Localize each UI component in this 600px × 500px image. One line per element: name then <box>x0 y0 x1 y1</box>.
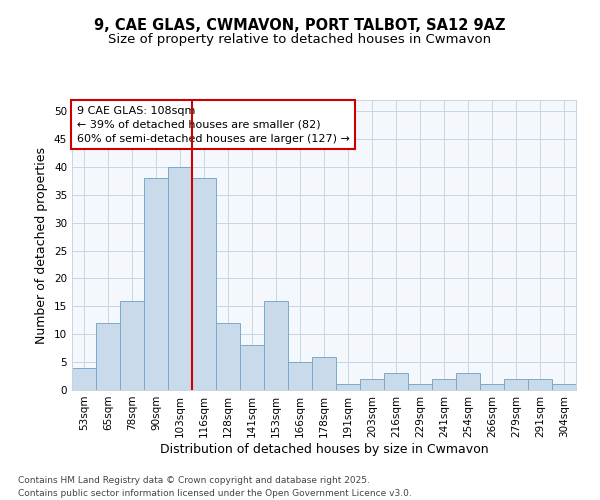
Bar <box>288 362 312 390</box>
Bar <box>408 384 432 390</box>
Text: 9, CAE GLAS, CWMAVON, PORT TALBOT, SA12 9AZ: 9, CAE GLAS, CWMAVON, PORT TALBOT, SA12 … <box>94 18 506 32</box>
Bar <box>72 368 96 390</box>
Bar <box>384 374 408 390</box>
Bar <box>312 356 336 390</box>
Text: Contains HM Land Registry data © Crown copyright and database right 2025.
Contai: Contains HM Land Registry data © Crown c… <box>18 476 412 498</box>
Bar <box>552 384 576 390</box>
Text: Size of property relative to detached houses in Cwmavon: Size of property relative to detached ho… <box>109 32 491 46</box>
Bar <box>480 384 504 390</box>
X-axis label: Distribution of detached houses by size in Cwmavon: Distribution of detached houses by size … <box>160 442 488 456</box>
Bar <box>336 384 360 390</box>
Bar <box>192 178 216 390</box>
Bar <box>216 323 240 390</box>
Bar <box>240 346 264 390</box>
Bar <box>264 301 288 390</box>
Bar <box>432 379 456 390</box>
Bar <box>120 301 144 390</box>
Text: 9 CAE GLAS: 108sqm
← 39% of detached houses are smaller (82)
60% of semi-detache: 9 CAE GLAS: 108sqm ← 39% of detached hou… <box>77 106 350 144</box>
Bar <box>504 379 528 390</box>
Bar <box>96 323 120 390</box>
Bar <box>456 374 480 390</box>
Y-axis label: Number of detached properties: Number of detached properties <box>35 146 49 344</box>
Bar <box>168 167 192 390</box>
Bar <box>528 379 552 390</box>
Bar <box>360 379 384 390</box>
Bar <box>144 178 168 390</box>
